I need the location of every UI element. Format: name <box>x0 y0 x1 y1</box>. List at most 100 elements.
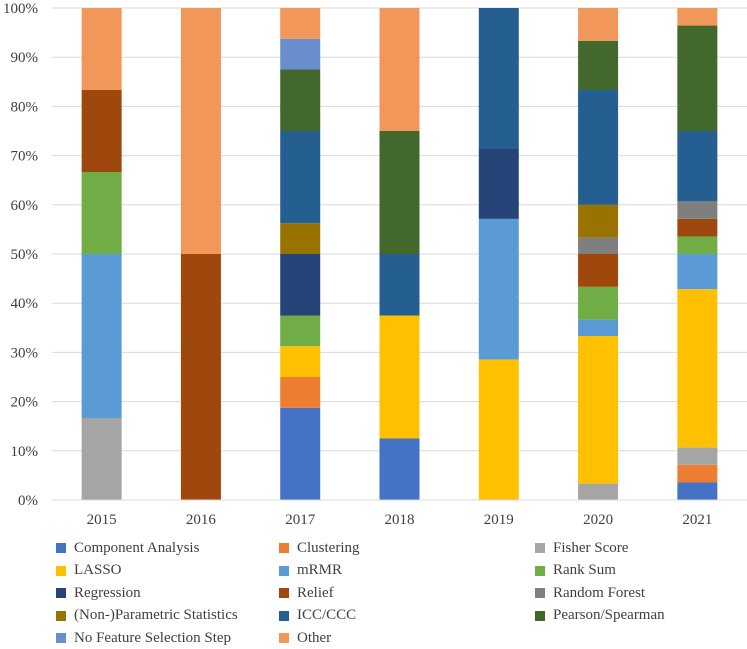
legend-item: Component Analysis <box>56 538 199 558</box>
bar-segment <box>677 8 718 26</box>
legend-item: Regression <box>56 583 141 603</box>
y-tick-label: 20% <box>11 395 39 411</box>
legend-item: ICC/CCC <box>279 606 356 626</box>
bar-segment <box>677 289 718 448</box>
bar-segment <box>478 218 519 360</box>
legend-swatch <box>279 565 289 576</box>
x-tick-label: 2016 <box>186 512 217 528</box>
legend-item: Fisher Score <box>535 538 628 558</box>
x-tick-label: 2021 <box>682 512 712 528</box>
legend-swatch <box>535 588 545 598</box>
legend-label: Fisher Score <box>553 539 629 556</box>
bar-segment <box>578 204 619 238</box>
x-tick-label: 2018 <box>385 512 415 528</box>
bar-segment <box>578 483 619 500</box>
y-tick-label: 30% <box>11 345 39 361</box>
legend-swatch <box>56 543 66 553</box>
bar-segment <box>677 131 718 202</box>
legend-item: No Feature Selection Step <box>56 628 231 648</box>
legend-label: Pearson/Spearman <box>553 607 665 623</box>
bar-segment <box>81 417 122 500</box>
bars <box>81 8 718 500</box>
y-tick-label: 100% <box>3 1 38 17</box>
y-tick-label: 40% <box>11 296 39 312</box>
bar-segment <box>677 201 718 219</box>
bar-segment <box>578 90 619 205</box>
bar-segment <box>81 8 122 91</box>
bar-segment <box>578 286 619 320</box>
legend-label: Component Analysis <box>74 539 200 556</box>
legend-label: mRMR <box>297 562 343 578</box>
y-tick-label: 80% <box>11 99 39 115</box>
legend-label: Clustering <box>297 539 360 556</box>
y-tick-label: 90% <box>11 50 39 66</box>
chart-plot: 0% 10% 20% 30% 40% 50% 60% 70% 80% 90% 100% 2015 201… <box>3 1 747 528</box>
bar-segment <box>280 315 321 347</box>
bar-segment <box>379 315 420 439</box>
x-tick-label: 2019 <box>484 512 514 528</box>
legend-label: Rank Sum <box>553 562 616 578</box>
legend-item: Pearson/Spearman <box>535 606 665 626</box>
bar-segment <box>280 38 321 70</box>
bar-segment <box>677 254 718 290</box>
bar-segment <box>677 218 718 237</box>
bar-segment <box>677 464 718 483</box>
bar-segment <box>379 254 420 316</box>
bar-segment <box>677 25 718 132</box>
bar-segment <box>280 346 321 377</box>
bar-segment <box>280 407 321 500</box>
bar-segment <box>478 8 519 149</box>
bar-segment <box>81 90 122 173</box>
bar-segment <box>180 254 221 500</box>
legend-item: LASSO <box>56 561 122 581</box>
bar-segment <box>280 377 321 408</box>
legend-swatch <box>56 610 66 621</box>
bar-segment <box>180 8 221 254</box>
bar-segment <box>81 254 122 418</box>
legend-item: Rank Sum <box>535 561 616 581</box>
y-tick-label: 60% <box>11 198 39 214</box>
legend-label: LASSO <box>74 562 122 578</box>
legend-swatch <box>279 543 289 553</box>
legend-swatch <box>279 588 289 598</box>
bar-segment <box>478 359 519 500</box>
bar-segment <box>578 336 619 484</box>
bar-segment <box>677 482 718 500</box>
bar-segment <box>677 447 718 465</box>
bar-segment <box>379 131 420 254</box>
x-tick-label: 2020 <box>583 512 613 528</box>
legend-item: (Non-)Parametric Statistics <box>56 606 238 626</box>
legend-item: Clustering <box>279 538 360 558</box>
x-tick-label: 2015 <box>87 512 117 528</box>
legend-swatch <box>535 565 545 576</box>
bar-segment <box>280 8 321 39</box>
bar-segment <box>379 8 420 131</box>
legend-swatch <box>56 565 66 576</box>
legend-item: Relief <box>279 583 334 603</box>
axes: 0% 10% 20% 30% 40% 50% 60% 70% 80% 90% 100% 2015 201… <box>3 1 747 528</box>
bar-segment <box>578 319 619 337</box>
legend-label: Regression <box>74 584 141 601</box>
bar-segment <box>478 148 519 219</box>
bar-segment <box>677 236 718 255</box>
bar-segment <box>379 438 420 500</box>
legend-item: mRMR <box>279 561 342 581</box>
y-tick-label: 50% <box>11 247 39 263</box>
legend-label: Random Forest <box>553 584 646 601</box>
legend-swatch <box>56 633 66 643</box>
bar-segment <box>578 40 619 91</box>
bar-segment <box>280 254 321 316</box>
legend-label: (Non-)Parametric Statistics <box>74 607 238 623</box>
bar-segment <box>81 172 122 255</box>
bar-segment <box>280 131 321 224</box>
bar-segment <box>280 69 321 131</box>
legend-swatch <box>535 610 545 621</box>
x-tick-label: 2017 <box>285 512 316 528</box>
legend-swatch <box>56 588 66 598</box>
legend-item: Random Forest <box>535 583 645 603</box>
legend-label: Relief <box>297 584 334 601</box>
legend-label: ICC/CCC <box>297 607 357 623</box>
legend-item: Other <box>279 628 331 648</box>
y-tick-label: 10% <box>11 444 39 460</box>
